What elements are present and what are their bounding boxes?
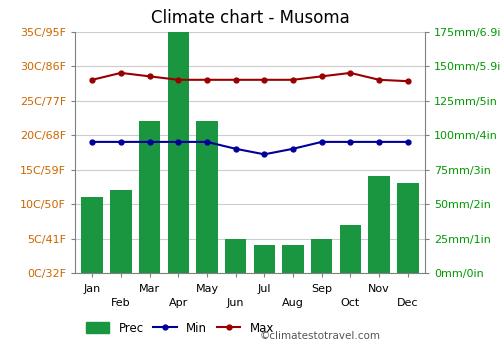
Title: Climate chart - Musoma: Climate chart - Musoma (150, 9, 350, 27)
Legend: Prec, Min, Max: Prec, Min, Max (81, 317, 279, 340)
Text: Aug: Aug (282, 298, 304, 308)
Text: ©climatestotravel.com: ©climatestotravel.com (260, 331, 381, 341)
Text: Jun: Jun (227, 298, 244, 308)
Text: Sep: Sep (311, 284, 332, 294)
Text: Dec: Dec (397, 298, 418, 308)
Bar (82, 197, 103, 273)
Bar (254, 245, 275, 273)
Bar (340, 225, 361, 273)
Bar (397, 183, 418, 273)
Text: Mar: Mar (139, 284, 160, 294)
Bar (110, 190, 132, 273)
Bar (196, 121, 218, 273)
Text: Feb: Feb (111, 298, 130, 308)
Bar (282, 245, 304, 273)
Bar (168, 32, 189, 273)
Bar (368, 176, 390, 273)
Text: Jul: Jul (258, 284, 271, 294)
Text: Apr: Apr (168, 298, 188, 308)
Text: May: May (196, 284, 218, 294)
Bar (225, 238, 246, 273)
Text: Jan: Jan (84, 284, 101, 294)
Text: Oct: Oct (341, 298, 360, 308)
Bar (311, 238, 332, 273)
Bar (139, 121, 160, 273)
Text: Nov: Nov (368, 284, 390, 294)
